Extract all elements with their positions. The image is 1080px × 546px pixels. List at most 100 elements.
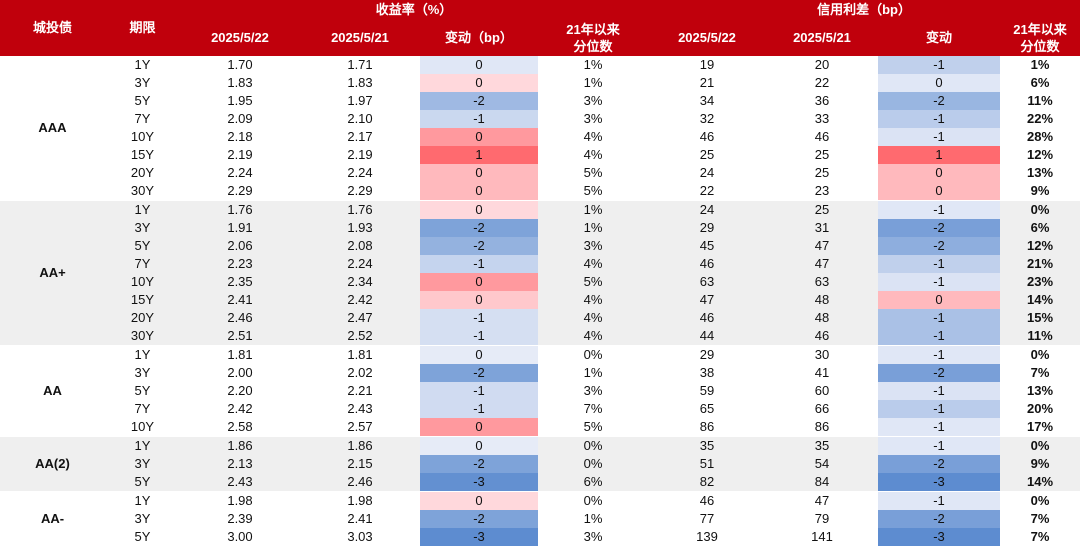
spread-date2-cell: 25 bbox=[766, 164, 878, 182]
yield-percentile-cell: 4% bbox=[538, 128, 648, 146]
yield-change-cell: 0 bbox=[420, 128, 538, 146]
yield-percentile-cell: 4% bbox=[538, 291, 648, 309]
spread-percentile-cell: 11% bbox=[1000, 327, 1080, 346]
tenor-cell: 1Y bbox=[105, 201, 180, 220]
spread-change-cell: 1 bbox=[878, 146, 1000, 164]
spread-date2-cell: 48 bbox=[766, 291, 878, 309]
tenor-column-header: 期限 bbox=[105, 0, 180, 56]
spread-percentile-cell: 17% bbox=[1000, 418, 1080, 437]
spread-change-cell: -1 bbox=[878, 492, 1000, 511]
spread-change-cell: -1 bbox=[878, 382, 1000, 400]
spread-date2-cell: 31 bbox=[766, 219, 878, 237]
spread-date1-header: 2025/5/22 bbox=[648, 20, 766, 56]
tenor-cell: 5Y bbox=[105, 473, 180, 492]
spread-date1-cell: 82 bbox=[648, 473, 766, 492]
spread-date1-cell: 44 bbox=[648, 327, 766, 346]
spread-change-cell: -1 bbox=[878, 110, 1000, 128]
spread-change-cell: -1 bbox=[878, 400, 1000, 418]
spread-change-cell: -1 bbox=[878, 255, 1000, 273]
yield-change-cell: -1 bbox=[420, 309, 538, 327]
tenor-cell: 15Y bbox=[105, 291, 180, 309]
yield-date1-cell: 2.42 bbox=[180, 400, 300, 418]
yield-change-cell: -1 bbox=[420, 327, 538, 346]
yield-percentile-cell: 0% bbox=[538, 455, 648, 473]
tenor-cell: 3Y bbox=[105, 74, 180, 92]
yield-date2-cell: 2.24 bbox=[300, 255, 420, 273]
yield-change-cell: 0 bbox=[420, 273, 538, 291]
tenor-cell: 30Y bbox=[105, 327, 180, 346]
spread-date2-cell: 86 bbox=[766, 418, 878, 437]
yield-date1-cell: 2.46 bbox=[180, 309, 300, 327]
yield-date1-cell: 3.00 bbox=[180, 528, 300, 546]
tenor-cell: 5Y bbox=[105, 528, 180, 546]
yield-percentile-cell: 4% bbox=[538, 309, 648, 327]
spread-date2-cell: 46 bbox=[766, 128, 878, 146]
yield-date2-cell: 1.81 bbox=[300, 346, 420, 365]
spread-percentile-cell: 7% bbox=[1000, 528, 1080, 546]
yield-percentile-cell: 5% bbox=[538, 182, 648, 201]
spread-date1-cell: 21 bbox=[648, 74, 766, 92]
spread-date2-cell: 46 bbox=[766, 327, 878, 346]
spread-change-cell: -1 bbox=[878, 201, 1000, 220]
spread-date2-cell: 25 bbox=[766, 201, 878, 220]
yield-date2-cell: 1.71 bbox=[300, 56, 420, 74]
spread-date1-cell: 29 bbox=[648, 346, 766, 365]
yield-date2-cell: 2.52 bbox=[300, 327, 420, 346]
spread-date2-cell: 47 bbox=[766, 237, 878, 255]
yield-percentile-cell: 3% bbox=[538, 237, 648, 255]
spread-date1-cell: 51 bbox=[648, 455, 766, 473]
yield-date2-cell: 1.93 bbox=[300, 219, 420, 237]
yield-date1-cell: 2.43 bbox=[180, 473, 300, 492]
spread-change-cell: -1 bbox=[878, 309, 1000, 327]
yield-change-cell: -2 bbox=[420, 237, 538, 255]
yield-percentile-cell: 0% bbox=[538, 346, 648, 365]
tenor-cell: 1Y bbox=[105, 492, 180, 511]
yield-change-cell: 0 bbox=[420, 201, 538, 220]
spread-change-cell: -2 bbox=[878, 237, 1000, 255]
spread-date2-cell: 20 bbox=[766, 56, 878, 74]
tenor-cell: 5Y bbox=[105, 92, 180, 110]
yield-date2-cell: 2.24 bbox=[300, 164, 420, 182]
spread-date1-cell: 47 bbox=[648, 291, 766, 309]
spread-change-cell: -2 bbox=[878, 455, 1000, 473]
spread-percentile-cell: 6% bbox=[1000, 74, 1080, 92]
yield-change-cell: 0 bbox=[420, 291, 538, 309]
spread-date1-cell: 22 bbox=[648, 182, 766, 201]
spread-change-cell: -3 bbox=[878, 473, 1000, 492]
yield-change-cell: 0 bbox=[420, 437, 538, 456]
yield-percentile-cell: 0% bbox=[538, 437, 648, 456]
yield-change-cell: 0 bbox=[420, 492, 538, 511]
yield-date1-header: 2025/5/22 bbox=[180, 20, 300, 56]
yield-date2-cell: 2.43 bbox=[300, 400, 420, 418]
spread-percentile-cell: 13% bbox=[1000, 164, 1080, 182]
yield-date2-cell: 2.15 bbox=[300, 455, 420, 473]
yield-date2-cell: 2.34 bbox=[300, 273, 420, 291]
yield-date2-cell: 2.19 bbox=[300, 146, 420, 164]
group-label: AA+ bbox=[0, 201, 105, 346]
yield-date1-cell: 1.83 bbox=[180, 74, 300, 92]
group-label: AA- bbox=[0, 492, 105, 546]
yield-percentile-cell: 5% bbox=[538, 164, 648, 182]
yield-change-cell: 0 bbox=[420, 164, 538, 182]
yield-percentile-cell: 0% bbox=[538, 492, 648, 511]
yield-change-header: 变动（bp） bbox=[420, 20, 538, 56]
yield-date2-cell: 1.76 bbox=[300, 201, 420, 220]
spread-date2-cell: 33 bbox=[766, 110, 878, 128]
tenor-cell: 5Y bbox=[105, 382, 180, 400]
group-column-header: 城投债 bbox=[0, 0, 105, 56]
yield-percentile-cell: 4% bbox=[538, 255, 648, 273]
spread-date1-cell: 77 bbox=[648, 510, 766, 528]
tenor-cell: 1Y bbox=[105, 346, 180, 365]
spread-date2-cell: 63 bbox=[766, 273, 878, 291]
yield-date1-cell: 2.13 bbox=[180, 455, 300, 473]
